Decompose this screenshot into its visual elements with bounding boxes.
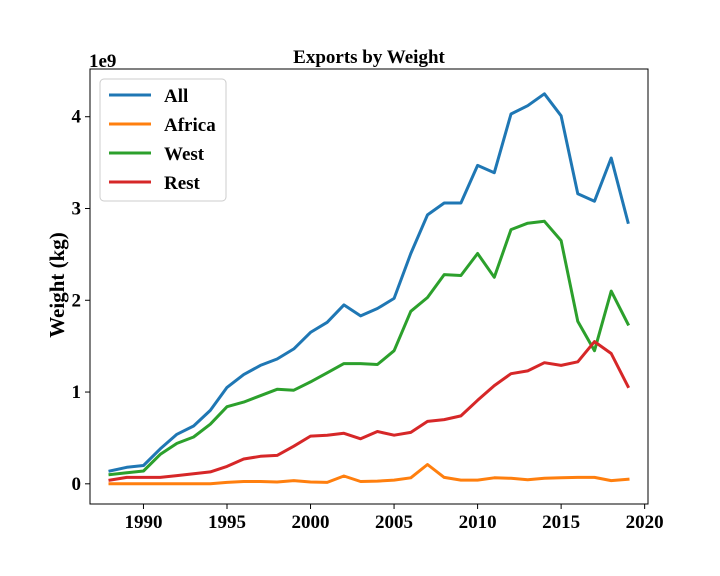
y-axis-label: Weight (kg) [45,232,69,338]
y-tick-label: 2 [72,290,82,311]
axis-ticks: 1990 1995 2000 2005 2010 2015 2020 0 1 2 3 4 [72,107,664,533]
x-tick-label: 2020 [626,512,664,533]
legend: All Africa West Rest [99,78,227,202]
plot-frame [89,68,649,505]
series-line-all [108,92,630,473]
legend-box [99,78,227,202]
y-tick-label: 3 [72,198,82,219]
series-line-west [108,219,631,477]
x-tick-label: 2010 [459,512,497,533]
x-tick-label: 2005 [375,512,413,533]
plot-area [108,92,631,486]
y-tick-label: 4 [72,107,82,128]
legend-label-all: All [164,86,188,107]
y-tick-label: 1 [72,382,82,403]
y-tick-label: 0 [72,474,82,495]
legend-label-africa: Africa [164,115,216,136]
x-tick-label: 1995 [208,512,246,533]
legend-label-west: West [164,144,205,165]
x-tick-label: 2015 [542,512,580,533]
legend-label-rest: Rest [164,173,201,194]
series-line-africa [108,463,630,486]
x-tick-label: 1990 [124,512,162,533]
series-line-rest [108,340,631,482]
x-tick-label: 2000 [292,512,330,533]
y-axis-offset-label: 1e9 [89,51,116,72]
chart-title: Exports by Weight [293,47,445,68]
